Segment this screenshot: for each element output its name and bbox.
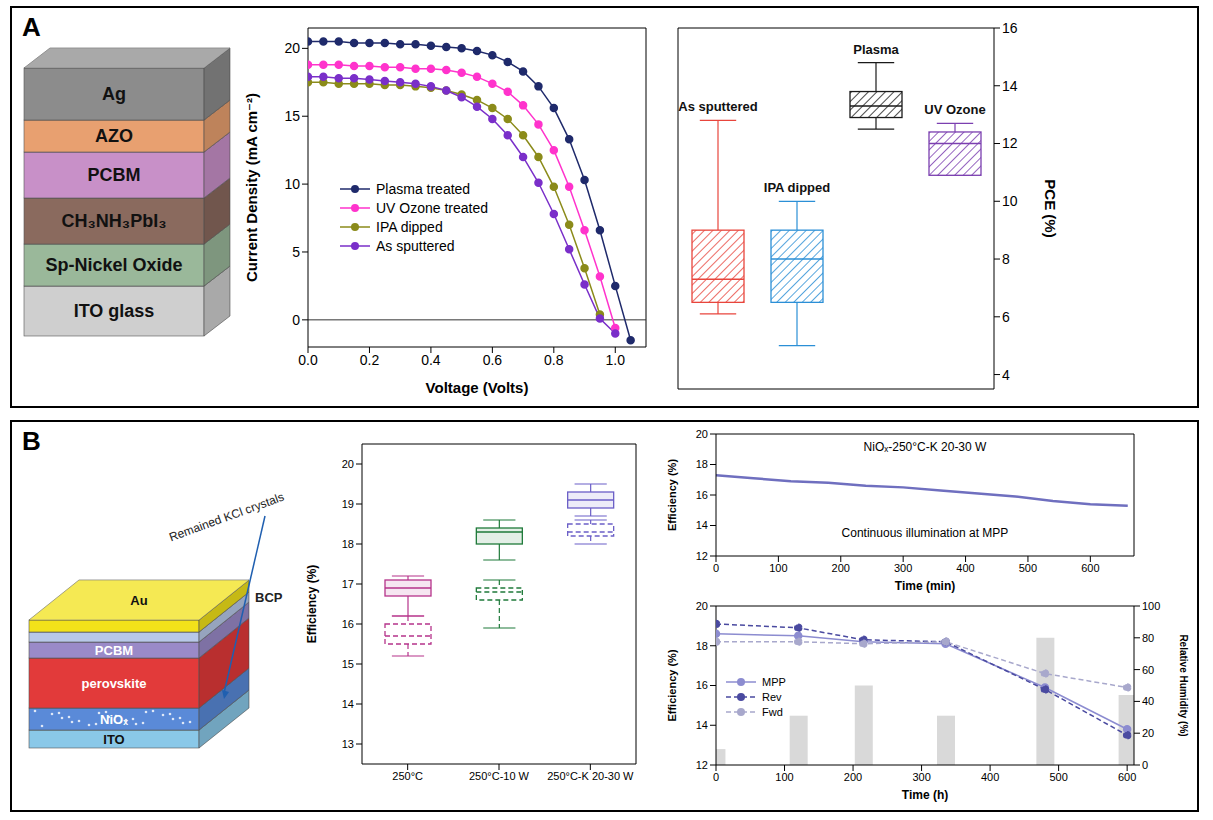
svg-text:40: 40	[1142, 695, 1154, 707]
svg-text:60: 60	[1142, 664, 1154, 676]
svg-text:0: 0	[713, 771, 719, 783]
html-text:Rev: Rev	[762, 691, 782, 703]
svg-text:14: 14	[696, 519, 708, 531]
svg-text:Current Density (mA cm⁻²): Current Density (mA cm⁻²)	[243, 93, 260, 282]
svg-text:IPA dipped: IPA dipped	[764, 180, 831, 195]
svg-text:8: 8	[1002, 251, 1010, 267]
svg-text:18: 18	[696, 640, 708, 652]
svg-text:16: 16	[696, 489, 708, 501]
svg-text:Efficiency (%): Efficiency (%)	[666, 459, 678, 531]
svg-text:perovskite: perovskite	[81, 676, 146, 691]
svg-text:20: 20	[696, 600, 708, 612]
svg-text:12: 12	[696, 759, 708, 771]
svg-text:17: 17	[342, 578, 354, 590]
svg-text:250°C-K 20-30 W: 250°C-K 20-30 W	[547, 770, 634, 782]
svg-text:200: 200	[844, 771, 862, 783]
svg-text:4: 4	[1002, 367, 1010, 383]
svg-text:16: 16	[696, 679, 708, 691]
svg-text:UV Ozone: UV Ozone	[924, 102, 985, 117]
svg-text:As sputtered: As sputtered	[678, 99, 758, 114]
svg-text:PCE (%): PCE (%)	[1042, 179, 1059, 237]
svg-text:250°C-10 W: 250°C-10 W	[469, 770, 530, 782]
svg-text:0.4: 0.4	[421, 352, 441, 368]
svg-text:18: 18	[342, 538, 354, 550]
svg-text:400: 400	[981, 771, 999, 783]
svg-text:AZO: AZO	[95, 126, 133, 146]
svg-text:ITO: ITO	[103, 732, 124, 747]
svg-text:16: 16	[1002, 20, 1018, 36]
html-text:NiOₓ-250°C-K 20-30 W: NiOₓ-250°C-K 20-30 W	[863, 440, 987, 454]
svg-text:PCBM: PCBM	[88, 165, 141, 185]
svg-text:300: 300	[912, 771, 930, 783]
svg-text:300: 300	[894, 562, 912, 574]
svg-text:14: 14	[342, 698, 354, 710]
svg-text:19: 19	[342, 498, 354, 510]
svg-text:1.0: 1.0	[606, 352, 626, 368]
svg-text:0.8: 0.8	[544, 352, 564, 368]
svg-text:15: 15	[284, 108, 300, 124]
svg-text:500: 500	[1019, 562, 1037, 574]
svg-text:0: 0	[713, 562, 719, 574]
svg-text:0.6: 0.6	[483, 352, 503, 368]
svg-text:CH₃NH₃PbI₃: CH₃NH₃PbI₃	[62, 211, 167, 231]
html-text:Plasma treated: Plasma treated	[376, 181, 471, 197]
svg-text:10: 10	[1002, 193, 1018, 209]
svg-text:100: 100	[769, 562, 787, 574]
svg-text:NiOₓ: NiOₓ	[100, 712, 128, 727]
svg-text:200: 200	[832, 562, 850, 574]
html-text:Fwd: Fwd	[762, 706, 783, 718]
svg-text:10: 10	[284, 176, 300, 192]
html-text:IPA dipped: IPA dipped	[376, 219, 443, 235]
svg-text:400: 400	[956, 562, 974, 574]
svg-text:500: 500	[1049, 771, 1067, 783]
svg-text:14: 14	[696, 719, 708, 731]
svg-text:BCP: BCP	[255, 590, 283, 605]
svg-text:12: 12	[1002, 135, 1018, 151]
svg-text:20: 20	[284, 40, 300, 56]
svg-text:20: 20	[342, 458, 354, 470]
svg-text:5: 5	[292, 244, 300, 260]
svg-text:Relative Humidity (%): Relative Humidity (%)	[1178, 634, 1189, 736]
html-text:As sputtered: As sputtered	[376, 238, 455, 254]
svg-text:20: 20	[1142, 727, 1154, 739]
svg-text:100: 100	[775, 771, 793, 783]
svg-text:Au: Au	[130, 593, 147, 608]
svg-text:Efficiency (%): Efficiency (%)	[305, 565, 319, 644]
html-text:A: A	[22, 12, 41, 42]
svg-text:16: 16	[342, 618, 354, 630]
svg-text:80: 80	[1142, 632, 1154, 644]
svg-text:0.0: 0.0	[298, 352, 318, 368]
svg-text:Ag: Ag	[102, 84, 126, 104]
svg-text:Plasma: Plasma	[853, 42, 899, 57]
svg-text:6: 6	[1002, 309, 1010, 325]
svg-text:18: 18	[696, 458, 708, 470]
svg-text:0: 0	[1142, 759, 1148, 771]
html-text:Continuous illumination at MPP: Continuous illumination at MPP	[841, 526, 1009, 540]
svg-text:12: 12	[696, 550, 708, 562]
html-text:MPP: MPP	[762, 676, 786, 688]
svg-text:PCBM: PCBM	[95, 643, 133, 658]
svg-text:Sp-Nickel Oxide: Sp-Nickel Oxide	[45, 255, 182, 275]
svg-text:Time (h): Time (h)	[902, 788, 948, 802]
svg-text:0: 0	[292, 312, 300, 328]
svg-text:Remained KCl crystals: Remained KCl crystals	[167, 490, 286, 545]
html-text:B: B	[22, 426, 41, 456]
svg-text:ITO glass: ITO glass	[74, 301, 155, 321]
svg-text:600: 600	[1081, 562, 1099, 574]
svg-text:0.2: 0.2	[360, 352, 380, 368]
svg-text:15: 15	[342, 658, 354, 670]
html-text:UV Ozone treated: UV Ozone treated	[376, 200, 489, 216]
svg-text:Efficiency (%): Efficiency (%)	[666, 649, 678, 721]
svg-text:600: 600	[1118, 771, 1136, 783]
svg-text:13: 13	[342, 738, 354, 750]
svg-text:14: 14	[1002, 78, 1018, 94]
svg-text:Voltage (Volts): Voltage (Volts)	[426, 379, 529, 396]
svg-text:250°C: 250°C	[392, 770, 423, 782]
svg-text:100: 100	[1142, 600, 1160, 612]
svg-text:20: 20	[696, 428, 708, 440]
svg-text:Time (min): Time (min)	[895, 579, 955, 593]
